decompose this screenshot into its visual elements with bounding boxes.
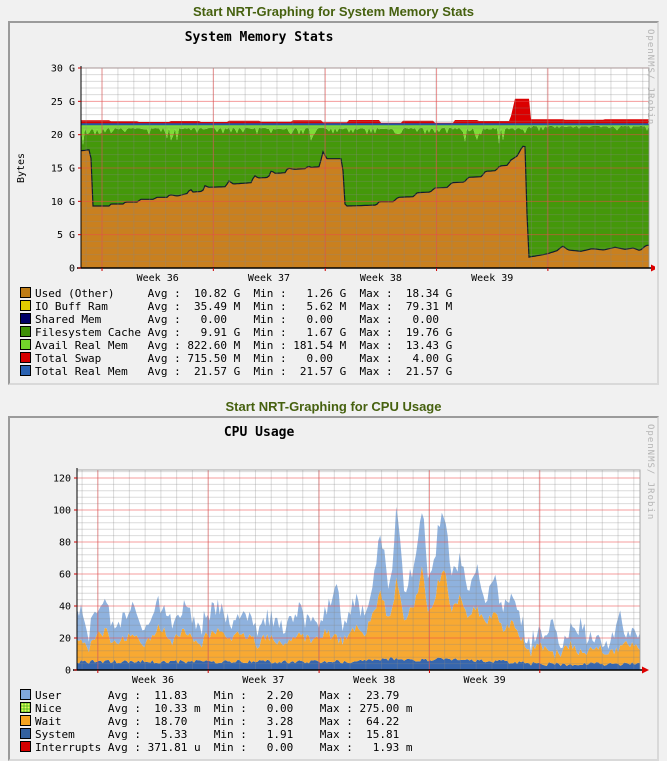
axis-tick-label: Week 36 — [137, 273, 179, 284]
legend-swatch-icon — [20, 287, 31, 298]
axis-tick-label: 30 G — [51, 64, 75, 75]
legend-row: Used (Other) Avg : 10.82 G Min : 1.26 G … — [20, 286, 657, 300]
cpu-section-header[interactable]: Start NRT-Graphing for CPU Usage — [225, 399, 442, 414]
legend-row: Filesystem Cache Avg : 9.91 G Min : 1.67… — [20, 325, 657, 339]
legend-text: Filesystem Cache Avg : 9.91 G Min : 1.67… — [35, 326, 453, 339]
watermark-text: OpenNMS/ JRobin — [645, 424, 655, 521]
axis-tick-label: 40 — [59, 602, 71, 613]
axis-tick-label: 5 G — [57, 230, 75, 241]
legend-row: Avail Real Mem Avg : 822.60 M Min : 181.… — [20, 338, 657, 352]
legend-row: Wait Avg : 18.70 Min : 3.28 Max : 64.22 — [20, 714, 657, 728]
x-axis-arrow-icon — [642, 666, 649, 674]
legend-text: Total Swap Avg : 715.50 M Min : 0.00 Max… — [35, 352, 453, 365]
cpu-graph-image: 0 20 40 60 80 100 120 Week 36 Week 37 Week 38 Week… — [53, 468, 649, 686]
legend-text: Avail Real Mem Avg : 822.60 M Min : 181.… — [35, 339, 453, 352]
legend-text: User Avg : 11.83 Min : 2.20 Max : 23.79 — [35, 689, 413, 702]
legend-row: Interrupts Avg : 371.81 u Min : 0.00 Max… — [20, 740, 657, 754]
legend-swatch-icon — [20, 339, 31, 350]
watermark-text: OpenNMS/ JRobin — [645, 29, 655, 126]
axis-tick-label: Week 38 — [360, 273, 402, 284]
axis-tick-label: Week 39 — [464, 675, 506, 686]
axis-tick-label: Week 38 — [353, 675, 395, 686]
axis-tick-label: 20 G — [51, 130, 75, 141]
axis-tick-label: 25 G — [51, 97, 75, 108]
y-axis-label: Bytes — [16, 153, 27, 183]
memory-graph-panel: OpenNMS/ JRobin System Memory Stats 0 5 G… — [8, 21, 659, 385]
legend-swatch-icon — [20, 728, 31, 739]
axis-tick-label: 80 — [59, 538, 71, 549]
axis-tick-label: Week 36 — [132, 675, 174, 686]
nrt-graphing-page: Start NRT-Graphing for System Memory Sta… — [0, 4, 667, 761]
legend-text: Used (Other) Avg : 10.82 G Min : 1.26 G … — [35, 287, 453, 300]
memory-graph-title: System Memory Stats — [184, 30, 334, 45]
legend-text: Nice Avg : 10.33 m Min : 0.00 Max : 275.… — [35, 702, 413, 715]
cpu-graph-panel: OpenNMS/ JRobin CPU Usage 0 20 40 60 80 100 12… — [8, 416, 659, 761]
legend-text: Total Real Mem Avg : 21.57 G Min : 21.57… — [35, 365, 453, 378]
legend-row: User Avg : 11.83 Min : 2.20 Max : 23.79 — [20, 688, 657, 702]
axis-tick-label: Week 37 — [242, 675, 284, 686]
area-user — [77, 506, 640, 659]
legend-swatch-icon — [20, 313, 31, 324]
axes — [73, 468, 649, 674]
legend-swatch-icon — [20, 300, 31, 311]
axis-tick-label: 60 — [59, 570, 71, 581]
area-wait — [77, 566, 640, 666]
axis-tick-label: 0 — [65, 666, 71, 677]
memory-section-header[interactable]: Start NRT-Graphing for System Memory Sta… — [193, 4, 474, 19]
legend-swatch-icon — [20, 715, 31, 726]
grid — [81, 67, 649, 268]
axis-tick-label: 15 G — [51, 164, 75, 175]
axis-tick-label: 0 — [69, 264, 75, 275]
axis-tick-label: 100 — [53, 506, 71, 517]
cpu-graph-title: CPU Usage — [223, 425, 295, 440]
area-avail-real-mem — [81, 125, 649, 145]
legend-swatch-icon — [20, 352, 31, 363]
series-areas — [77, 506, 640, 670]
area-used — [81, 146, 649, 268]
x-axis-arrow-icon — [651, 264, 655, 272]
legend-text: IO Buff Ram Avg : 35.49 M Min : 5.62 M M… — [35, 300, 453, 313]
legend-text: System Avg : 5.33 Min : 1.91 Max : 15.81 — [35, 728, 413, 741]
legend-row: Total Swap Avg : 715.50 M Min : 0.00 Max… — [20, 351, 657, 365]
legend-swatch-icon — [20, 702, 31, 713]
line-used-outline — [80, 145, 649, 258]
legend-row: System Avg : 5.33 Min : 1.91 Max : 15.81 — [20, 727, 657, 741]
axis-tick-label: 10 G — [51, 197, 75, 208]
axis-tick-label: 20 — [59, 634, 71, 645]
legend-row: Shared Mem Avg : 0.00 Min : 0.00 Max : 0… — [20, 312, 657, 326]
area-system — [77, 657, 640, 670]
legend-swatch-icon — [20, 326, 31, 337]
memory-graph-image: 0 5 G 10 G 15 G 20 G 25 G 30 G Week 36 Week 37 We… — [16, 64, 655, 284]
legend-row: IO Buff Ram Avg : 35.49 M Min : 5.62 M M… — [20, 299, 657, 313]
cpu-legend: User Avg : 11.83 Min : 2.20 Max : 23.79 … — [20, 688, 657, 754]
legend-text: Shared Mem Avg : 0.00 Min : 0.00 Max : 0… — [35, 313, 453, 326]
legend-swatch-icon — [20, 365, 31, 376]
legend-row: Total Real Mem Avg : 21.57 G Min : 21.57… — [20, 364, 657, 378]
area-filesystem-cache — [81, 125, 649, 258]
series-areas — [80, 98, 649, 268]
area-total-swap — [81, 98, 649, 124]
legend-swatch-icon — [20, 689, 31, 700]
axis-tick-label: Week 39 — [471, 273, 513, 284]
memory-legend: Used (Other) Avg : 10.82 G Min : 1.26 G … — [20, 286, 657, 378]
legend-row: Nice Avg : 10.33 m Min : 0.00 Max : 275.… — [20, 701, 657, 715]
axis-tick-label: Week 37 — [248, 273, 290, 284]
grid — [77, 470, 640, 670]
axes — [77, 66, 655, 272]
legend-text: Wait Avg : 18.70 Min : 3.28 Max : 64.22 — [35, 715, 413, 728]
axis-tick-label: 120 — [53, 474, 71, 485]
